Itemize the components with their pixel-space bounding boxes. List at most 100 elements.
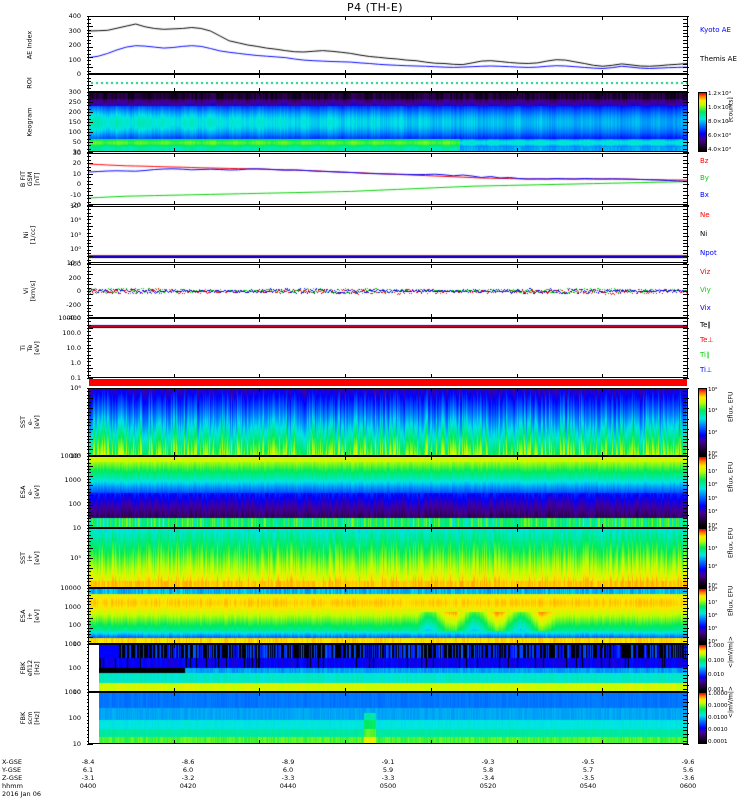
fbk-left-gap: [89, 645, 99, 691]
colorbar-tick: 10⁴: [708, 408, 718, 415]
y-axis-label: FBK scm [Hz]: [18, 711, 41, 725]
bottom-row-label: Z-GSE: [2, 774, 23, 782]
x-tick: [345, 692, 346, 696]
panel-roi: [88, 74, 688, 92]
x-tick-label: 0420: [179, 782, 197, 790]
colorbar-tick: 10⁸: [708, 587, 718, 593]
y-tick-label: 10⁵: [70, 554, 81, 562]
x-tick: [431, 314, 432, 318]
colorbar-tick: 0.100: [708, 657, 725, 664]
colorbar-tick: 10⁰: [708, 583, 718, 589]
legend-ti: Ti⊥: [700, 365, 713, 374]
x-tick: [517, 264, 518, 268]
colorbar-fbk_e12: [698, 644, 707, 692]
y-tick-label: 1000: [64, 688, 81, 696]
y-tick-label: 0: [76, 180, 81, 189]
x-tick: [517, 74, 518, 78]
x-tick: [345, 148, 346, 152]
y-tick-label: 10000: [60, 584, 81, 592]
y-axis-ticks: [87, 153, 93, 206]
panel-sst_i: [88, 528, 688, 588]
y-axis-label: Keogram: [25, 107, 34, 137]
x-tick: [517, 70, 518, 74]
y-tick-label: 400: [68, 12, 81, 20]
y-axis-label: Vi [km/s]: [22, 280, 37, 302]
y-tick-label: 200: [68, 41, 81, 49]
y-axis-label: ESA e- [eV]: [18, 485, 41, 499]
y-tick-label: 10: [72, 169, 81, 178]
legend-te: Te∥: [700, 320, 711, 329]
x-tick-label: -9.1: [381, 758, 395, 766]
y-axis-ticks: [87, 388, 93, 457]
x-tick-label: -3.5: [581, 774, 595, 782]
x-tick: [174, 588, 175, 592]
y-tick-label: -400: [66, 314, 81, 322]
x-tick: [345, 74, 346, 78]
x-tick-label: 0600: [679, 782, 697, 790]
legend-ti: Ti∥: [700, 350, 710, 359]
legend-viz: Viz: [700, 268, 711, 276]
x-tick: [431, 318, 432, 322]
x-tick: [602, 314, 603, 318]
y-axis-ticks-right: [683, 456, 689, 529]
plot-canvas-bfit: [89, 154, 687, 204]
x-tick: [345, 524, 346, 528]
y-tick-label: 10⁻¹: [66, 259, 81, 267]
x-tick: [174, 318, 175, 322]
x-tick: [174, 148, 175, 152]
x-tick-label: -9.5: [581, 758, 595, 766]
x-tick: [174, 88, 175, 92]
colorbar-tick: 10⁴: [708, 545, 718, 552]
x-tick: [517, 740, 518, 744]
y-tick-label: 10000: [60, 452, 81, 460]
x-tick-label: 5.8: [482, 766, 494, 774]
x-tick: [602, 206, 603, 210]
x-tick: [431, 740, 432, 744]
colorbar-tick: 6.0×10³: [708, 133, 731, 139]
x-tick: [431, 16, 432, 20]
panel-vi: [88, 264, 688, 318]
x-tick: [345, 318, 346, 322]
x-tick: [259, 16, 260, 20]
y-tick-label: 10: [72, 640, 81, 648]
x-tick-label: -3.1: [81, 774, 95, 782]
colorbar-tick: 8.0×10³: [708, 119, 731, 125]
legend-by: By: [700, 174, 709, 182]
x-tick: [517, 524, 518, 528]
x-tick: [602, 584, 603, 588]
x-tick-label: 0400: [79, 782, 97, 790]
x-tick: [517, 584, 518, 588]
x-tick: [174, 201, 175, 205]
panel-ni: [88, 206, 688, 263]
x-tick: [174, 688, 175, 692]
x-tick: [602, 388, 603, 392]
x-tick: [517, 314, 518, 318]
panel-ti: [88, 318, 688, 378]
x-tick: [259, 264, 260, 268]
y-tick-label: 0: [76, 70, 81, 78]
colorbar-tick: 10²: [708, 429, 718, 436]
y-tick-label: 30: [72, 149, 81, 157]
colorbar-tick: 10⁷: [708, 600, 718, 606]
x-tick: [259, 92, 260, 96]
colorbar-tick: 10⁷: [708, 468, 718, 475]
legend-vix: Vix: [700, 304, 711, 312]
y-tick-label: -10: [70, 190, 81, 199]
y-axis-ticks-right: [683, 264, 689, 319]
x-tick: [345, 528, 346, 532]
bottom-row-label: Y-GSE: [2, 766, 22, 774]
x-tick: [345, 153, 346, 157]
x-tick: [517, 588, 518, 592]
colorbar-tick: 0.0001: [708, 739, 728, 745]
x-tick: [259, 692, 260, 696]
x-tick: [517, 153, 518, 157]
colorbar-tick: 0.001: [708, 687, 725, 693]
plot-canvas-sst_i: [89, 529, 687, 587]
x-tick: [174, 644, 175, 648]
plot-canvas-fbk_e12: [89, 645, 687, 691]
y-tick-label: 20: [72, 159, 81, 168]
x-tick: [431, 70, 432, 74]
x-tick: [602, 452, 603, 456]
colorbar-tick: 1.2×10⁴: [708, 91, 731, 97]
y-axis-ticks-right: [683, 318, 689, 379]
